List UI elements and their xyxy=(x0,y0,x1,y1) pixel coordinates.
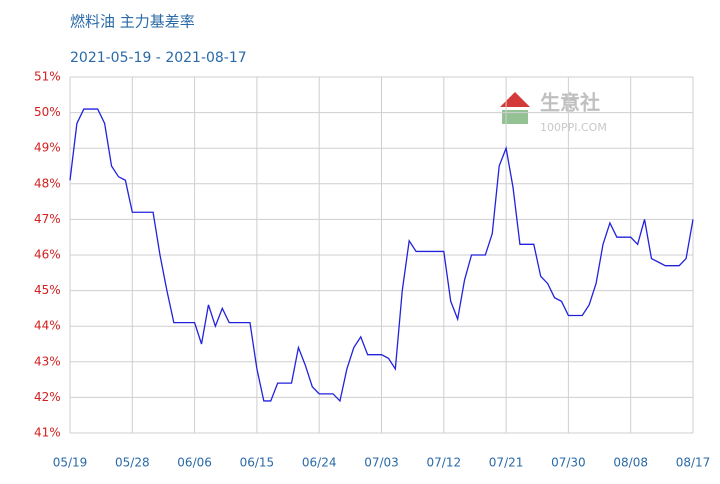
x-tick-label: 05/28 xyxy=(115,456,150,470)
y-tick-label: 41% xyxy=(34,426,61,440)
x-tick-label: 08/17 xyxy=(676,456,711,470)
x-tick-label: 06/15 xyxy=(240,456,275,470)
watermark: 生意社 100PPI.COM xyxy=(500,91,607,134)
y-tick-label: 49% xyxy=(34,141,61,155)
y-tick-label: 50% xyxy=(34,105,61,119)
x-tick-label: 06/24 xyxy=(302,456,337,470)
y-tick-label: 44% xyxy=(34,319,61,333)
y-tick-label: 47% xyxy=(34,212,61,226)
y-tick-label: 43% xyxy=(34,354,61,368)
y-tick-label: 42% xyxy=(34,390,61,404)
y-tick-label: 51% xyxy=(34,70,61,84)
y-tick-label: 46% xyxy=(34,248,61,262)
chart-subtitle: 2021-05-19 - 2021-08-17 xyxy=(70,50,247,66)
x-tick-label: 07/03 xyxy=(364,456,399,470)
x-tick-label: 07/30 xyxy=(551,456,586,470)
x-tick-label: 07/21 xyxy=(489,456,524,470)
logo-icon xyxy=(500,92,530,107)
watermark-text: 生意社 xyxy=(540,91,600,115)
x-tick-label: 05/19 xyxy=(53,456,88,470)
x-tick-label: 06/06 xyxy=(177,456,212,470)
watermark-text: 100PPI.COM xyxy=(540,121,607,134)
y-tick-label: 45% xyxy=(34,283,61,297)
data-line xyxy=(69,108,694,403)
y-tick-label: 48% xyxy=(34,176,61,190)
x-tick-label: 08/08 xyxy=(613,456,648,470)
x-tick-label: 07/12 xyxy=(427,456,462,470)
chart-title: 燃料油 主力基差率 xyxy=(70,13,195,31)
logo-icon xyxy=(502,110,528,124)
